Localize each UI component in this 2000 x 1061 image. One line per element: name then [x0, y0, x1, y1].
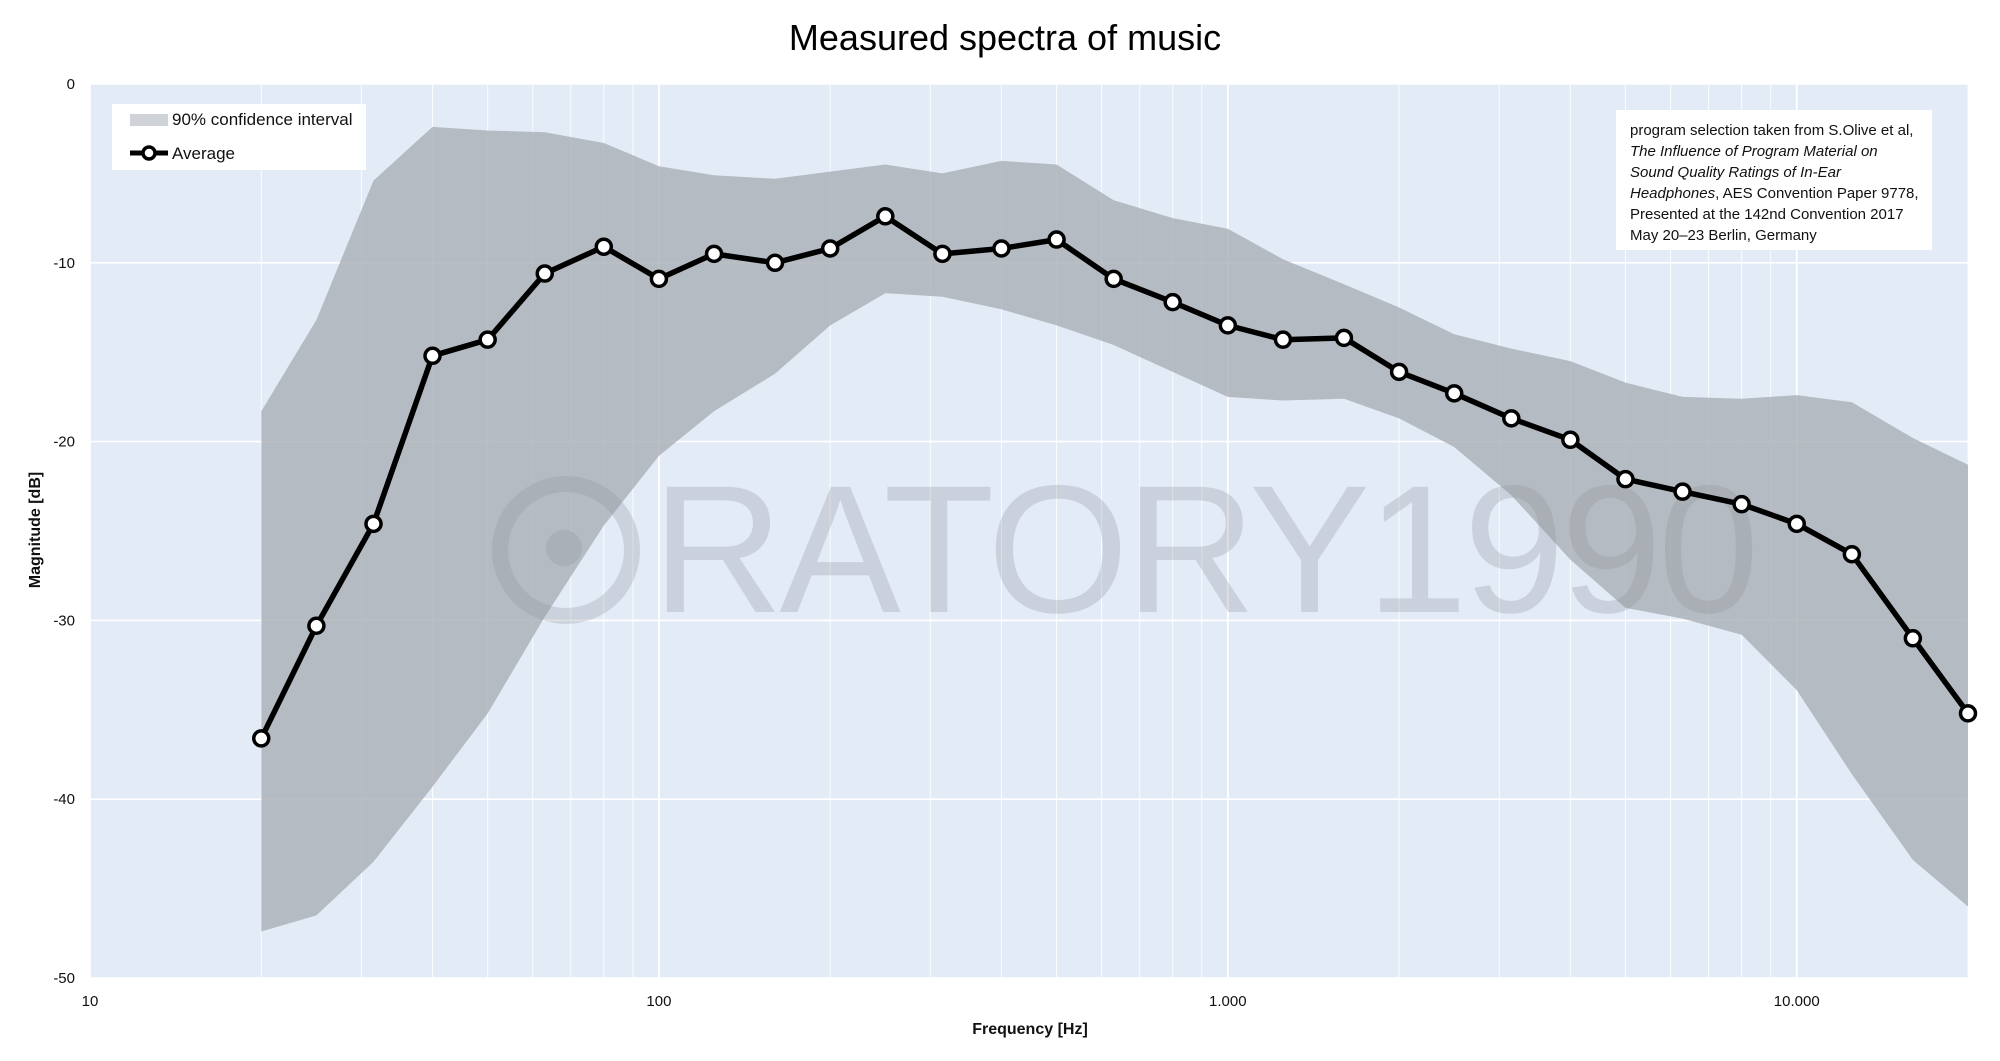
- chart-title: Measured spectra of music: [789, 17, 1221, 58]
- data-point: [1787, 514, 1806, 534]
- annotation-box: program selection taken from S.Olive et …: [1616, 110, 1932, 250]
- watermark: RATORY1990: [492, 447, 1759, 651]
- legend-band-swatch: [130, 114, 168, 126]
- y-tick-label: -20: [53, 434, 75, 451]
- data-point: [1218, 316, 1238, 335]
- x-tick-label: 10.000: [1774, 993, 1820, 1010]
- data-point: [1673, 482, 1692, 501]
- legend-band-label: 90% confidence interval: [172, 110, 353, 129]
- x-axis-ticks: 10 100 1.000 10.000: [82, 993, 1820, 1010]
- y-tick-label: -40: [53, 791, 75, 808]
- data-point: [1561, 430, 1580, 450]
- data-point: [307, 616, 326, 636]
- data-point: [478, 330, 497, 349]
- data-point: [1842, 544, 1862, 564]
- data-point: [1104, 269, 1123, 289]
- legend: 90% confidence interval Average: [112, 104, 366, 170]
- data-point: [364, 514, 383, 534]
- x-axis-title: Frequency [Hz]: [972, 1021, 1088, 1038]
- annotation-line-2: The Influence of Program Material on: [1630, 143, 1878, 160]
- data-point: [992, 239, 1011, 258]
- annotation-line-1: program selection taken from S.Olive et …: [1630, 122, 1913, 139]
- data-point: [1958, 704, 1978, 723]
- data-point: [423, 346, 442, 366]
- y-axis-title: Magnitude [dB]: [27, 472, 44, 588]
- data-point: [933, 244, 952, 264]
- annotation-background: [1616, 110, 1932, 250]
- y-tick-label: 0: [67, 76, 75, 93]
- y-tick-label: -10: [53, 255, 75, 272]
- data-point: [704, 244, 724, 264]
- y-tick-label: -30: [53, 612, 75, 629]
- data-point: [252, 729, 271, 748]
- annotation-line-3: Sound Quality Ratings of In-Ear: [1630, 164, 1842, 181]
- data-point: [765, 253, 785, 273]
- data-point: [1334, 328, 1354, 348]
- data-point: [1903, 629, 1923, 648]
- legend-marker-swatch: [141, 145, 157, 161]
- data-point: [820, 239, 840, 258]
- x-tick-label: 100: [646, 993, 671, 1010]
- data-point: [535, 264, 555, 283]
- annotation-line-5: Presented at the 142nd Convention 2017: [1630, 206, 1904, 223]
- data-point: [1273, 330, 1293, 349]
- data-point: [649, 269, 669, 289]
- x-tick-label: 10: [82, 993, 99, 1010]
- confidence-band: [261, 126, 1968, 932]
- watermark-ring: [492, 476, 640, 624]
- annotation-line-6: May 20–23 Berlin, Germany: [1630, 227, 1817, 244]
- data-point: [1047, 230, 1066, 249]
- annotation-line-4-italic: Headphones: [1630, 185, 1716, 202]
- y-axis-ticks: 0 -10 -20 -30 -40 -50: [53, 76, 75, 987]
- watermark-text: RATORY1990: [652, 447, 1755, 651]
- x-tick-label: 1.000: [1209, 993, 1247, 1010]
- data-point: [1163, 292, 1182, 312]
- data-point: [876, 207, 895, 226]
- y-tick-label: -50: [53, 970, 75, 987]
- data-point: [1502, 409, 1521, 428]
- data-point: [1616, 469, 1635, 489]
- annotation-line-4-rest: , AES Convention Paper 9778,: [1715, 185, 1918, 202]
- data-point: [1389, 362, 1409, 382]
- data-point: [1732, 494, 1751, 514]
- watermark-dot: [546, 530, 582, 566]
- data-point: [594, 237, 614, 256]
- confidence-band-layer: [261, 126, 1968, 932]
- annotation-line-4: Headphones, AES Convention Paper 9778,: [1630, 185, 1919, 202]
- average-markers: [252, 207, 1978, 748]
- data-point: [1444, 384, 1464, 403]
- legend-line-label: Average: [172, 144, 235, 163]
